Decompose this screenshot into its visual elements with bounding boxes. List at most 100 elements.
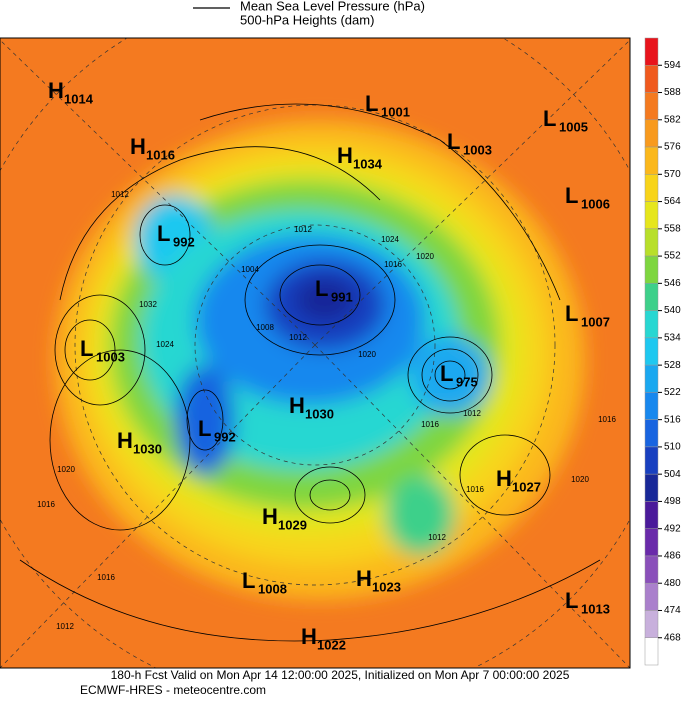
colorbar-swatch [644,582,659,611]
contour-label: 1024 [156,340,174,349]
colorbar-label: 582 [664,114,681,125]
colorbar-label: 468 [664,632,681,643]
footer: 180-h Fcst Valid on Mon Apr 14 12:00:00 … [111,668,570,682]
center-letter: L [440,361,453,386]
center-letter: L [242,568,255,593]
colorbar-swatch [644,610,659,638]
colorbar-swatch [644,228,659,257]
colorbar-label: 558 [664,223,681,234]
center-letter: H [337,143,353,168]
center-letter: H [496,466,512,491]
center-value: 975 [456,374,478,389]
pressure-center: L 975 [440,361,478,390]
colorbar-label: 540 [664,305,681,316]
contour-label: 1012 [463,409,481,418]
center-letter: H [130,134,146,159]
colorbar-swatch [644,419,659,448]
center-value: 992 [214,429,236,444]
pressure-center: H 1034 [337,143,383,172]
contour-label: 1016 [37,500,55,509]
colorbar-swatch [644,92,659,121]
contour-label: 1020 [416,252,434,261]
colorbar-swatch [644,174,659,202]
center-value: 1007 [581,314,610,329]
center-value: 992 [173,234,195,249]
colorbar-label: 570 [664,169,681,180]
pressure-center: L 992 [157,221,195,250]
center-value: 1027 [512,479,541,494]
colorbar-label: 522 [664,387,681,398]
colorbar-label: 510 [664,442,681,453]
pressure-center: H 1014 [48,78,94,107]
contour-label: 1024 [381,235,399,244]
colorbar-label: 534 [664,333,681,344]
center-letter: L [365,91,378,116]
contour-label: 1008 [256,323,274,332]
center-letter: H [301,624,317,649]
colorbar-swatch [644,473,659,502]
pressure-center: L 1003 [447,129,492,158]
center-letter: L [198,416,211,441]
colorbar-label: 480 [664,578,681,589]
colorbar-label: 528 [664,360,681,371]
pressure-center: H 1030 [117,428,162,457]
center-letter: H [48,78,64,103]
colorbar-swatch [644,364,659,393]
colorbar-swatch [644,528,659,557]
pressure-center: L 1008 [242,568,287,597]
pressure-center: H 1029 [262,504,307,533]
contour-label: 1012 [289,333,307,342]
legend-text: Mean Sea Level Pressure (hPa) [240,0,425,13]
center-letter: L [565,588,578,613]
center-value: 1022 [317,637,346,652]
colorbar-swatch [644,501,659,529]
colorbar-swatch [644,337,659,366]
center-value: 1013 [581,601,610,616]
pressure-center: L 1001 [365,91,410,120]
center-value: 1005 [559,119,588,134]
pressure-center: H 1030 [289,393,334,422]
map-frame [0,37,631,669]
center-value: 1003 [96,349,125,364]
colorbar-swatch [644,283,659,311]
center-value: 1016 [146,147,175,162]
center-value: 991 [331,289,353,304]
center-value: 1030 [305,406,334,421]
contour-label: 1004 [241,265,259,274]
pressure-center: L 991 [315,276,353,305]
center-letter: L [543,106,556,131]
center-value: 1034 [353,156,383,171]
colorbar-label: 504 [664,469,681,480]
center-value: 1001 [381,104,410,119]
footer: ECMWF-HRES - meteocentre.com [80,683,266,697]
contour-label: 1020 [57,465,75,474]
center-letter: L [157,221,170,246]
pressure-center: L 1005 [543,106,588,135]
contour-label: 1032 [139,300,157,309]
contour-label: 1020 [358,350,376,359]
colorbar-label: 516 [664,414,681,425]
contour-label: 1016 [421,420,439,429]
colorbar-label: 588 [664,87,681,98]
colorbar-swatch [644,201,659,230]
pressure-center: L 1003 [80,336,125,365]
colorbar-label: 546 [664,278,681,289]
colorbar-swatch [644,555,659,584]
center-letter: H [117,428,133,453]
contour-label: 1012 [428,533,446,542]
contour-label: 1012 [56,622,74,631]
colorbar-swatch [644,392,659,420]
contour-label: 1012 [111,190,129,199]
colorbar-label: 576 [664,142,681,153]
contour-label: 1016 [97,573,115,582]
pressure-center: L 992 [198,416,236,445]
contour-label: 1016 [466,485,484,494]
colorbar-swatch [644,65,659,93]
center-letter: L [80,336,93,361]
center-value: 1030 [133,441,162,456]
colorbar-swatch [644,310,659,339]
center-letter: H [262,504,278,529]
colorbar-label: 474 [664,605,681,616]
pressure-center: H 1022 [301,624,346,653]
